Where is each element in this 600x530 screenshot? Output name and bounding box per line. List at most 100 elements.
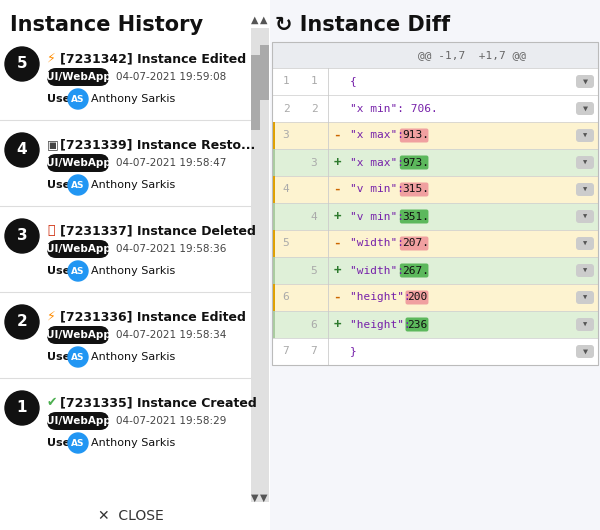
Circle shape [5, 47, 39, 81]
Text: 🗑: 🗑 [47, 224, 55, 237]
FancyBboxPatch shape [576, 345, 594, 358]
Text: 4: 4 [283, 184, 289, 195]
Text: 207.: 207. [402, 238, 429, 249]
FancyBboxPatch shape [260, 45, 269, 100]
Text: "v min":: "v min": [350, 211, 411, 222]
Text: 04-07-2021 19:58:36: 04-07-2021 19:58:36 [116, 244, 226, 254]
Text: 1: 1 [311, 76, 317, 86]
FancyBboxPatch shape [272, 122, 598, 149]
Text: ▼: ▼ [583, 214, 587, 219]
FancyBboxPatch shape [272, 311, 598, 338]
FancyBboxPatch shape [272, 257, 275, 284]
Text: 7: 7 [311, 347, 317, 357]
Text: Anthony Sarkis: Anthony Sarkis [91, 352, 175, 362]
FancyBboxPatch shape [272, 257, 598, 284]
Text: ▼: ▼ [583, 77, 587, 86]
Circle shape [5, 219, 39, 253]
FancyBboxPatch shape [576, 156, 594, 169]
Text: Anthony Sarkis: Anthony Sarkis [91, 180, 175, 190]
Text: "v min":: "v min": [350, 184, 411, 195]
Text: 267.: 267. [402, 266, 429, 276]
FancyBboxPatch shape [576, 75, 594, 88]
Circle shape [5, 391, 39, 425]
Text: {: { [350, 76, 357, 86]
Text: 4: 4 [17, 143, 28, 157]
Text: [7231336] Instance Edited: [7231336] Instance Edited [60, 310, 246, 323]
Text: ⚡: ⚡ [47, 310, 56, 323]
FancyBboxPatch shape [272, 149, 598, 176]
Text: [7231342] Instance Edited: [7231342] Instance Edited [60, 52, 246, 65]
FancyBboxPatch shape [272, 68, 598, 95]
Text: User:: User: [47, 94, 80, 104]
Text: ⚡: ⚡ [47, 52, 56, 65]
FancyBboxPatch shape [272, 95, 598, 122]
Text: -: - [333, 129, 341, 142]
Text: AS: AS [71, 94, 85, 103]
Circle shape [5, 305, 39, 339]
Text: -: - [333, 237, 341, 250]
Text: 04-07-2021 19:58:47: 04-07-2021 19:58:47 [116, 158, 226, 168]
Text: 351.: 351. [402, 211, 429, 222]
Text: 1: 1 [283, 76, 289, 86]
Text: UI/WebApp: UI/WebApp [46, 72, 110, 82]
Circle shape [68, 261, 88, 281]
Text: AS: AS [71, 352, 85, 361]
Text: "x max":: "x max": [350, 157, 411, 167]
FancyBboxPatch shape [272, 338, 598, 365]
FancyBboxPatch shape [260, 28, 269, 502]
Text: Instance History: Instance History [10, 15, 203, 35]
Circle shape [68, 89, 88, 109]
Text: UI/WebApp: UI/WebApp [46, 158, 110, 168]
Text: "height":: "height": [350, 293, 418, 303]
Text: 5: 5 [311, 266, 317, 276]
Text: 2: 2 [283, 103, 289, 113]
Text: 1: 1 [17, 401, 27, 416]
Text: ▼: ▼ [583, 268, 587, 273]
Text: 6: 6 [283, 293, 289, 303]
Text: 3: 3 [283, 130, 289, 140]
FancyBboxPatch shape [47, 68, 109, 86]
Text: [7231335] Instance Created: [7231335] Instance Created [60, 396, 257, 409]
Text: ✕  CLOSE: ✕ CLOSE [98, 509, 164, 523]
Text: +: + [333, 210, 341, 223]
Text: AS: AS [71, 181, 85, 190]
Text: 236: 236 [407, 320, 428, 330]
Text: ▼: ▼ [583, 132, 587, 138]
FancyBboxPatch shape [272, 230, 275, 257]
Text: ▲: ▲ [251, 15, 259, 25]
FancyBboxPatch shape [272, 284, 598, 311]
Text: 315.: 315. [402, 184, 429, 195]
Text: }: } [350, 347, 357, 357]
FancyBboxPatch shape [406, 317, 428, 331]
Text: ▼: ▼ [583, 241, 587, 246]
Text: [7231337] Instance Deleted: [7231337] Instance Deleted [60, 224, 256, 237]
Text: 04-07-2021 19:59:08: 04-07-2021 19:59:08 [116, 72, 226, 82]
FancyBboxPatch shape [576, 129, 594, 142]
FancyBboxPatch shape [400, 128, 428, 143]
Text: Anthony Sarkis: Anthony Sarkis [91, 266, 175, 276]
Text: ▼: ▼ [583, 104, 587, 113]
FancyBboxPatch shape [400, 155, 428, 170]
Text: 913.: 913. [402, 130, 429, 140]
Text: 973.: 973. [402, 157, 429, 167]
Text: UI/WebApp: UI/WebApp [46, 244, 110, 254]
Text: -: - [333, 183, 341, 196]
Text: +: + [333, 264, 341, 277]
FancyBboxPatch shape [47, 326, 109, 344]
FancyBboxPatch shape [272, 284, 275, 311]
Text: 04-07-2021 19:58:34: 04-07-2021 19:58:34 [116, 330, 226, 340]
Text: ▼: ▼ [260, 493, 268, 503]
Text: ↻ Instance Diff: ↻ Instance Diff [275, 15, 450, 35]
Text: "width":: "width": [350, 238, 411, 249]
FancyBboxPatch shape [272, 149, 275, 176]
Text: UI/WebApp: UI/WebApp [46, 330, 110, 340]
FancyBboxPatch shape [400, 263, 428, 278]
Text: 6: 6 [311, 320, 317, 330]
FancyBboxPatch shape [270, 0, 600, 530]
FancyBboxPatch shape [576, 318, 594, 331]
Text: 7: 7 [283, 347, 289, 357]
Text: 2: 2 [17, 314, 28, 330]
FancyBboxPatch shape [272, 122, 275, 149]
Text: UI/WebApp: UI/WebApp [46, 416, 110, 426]
FancyBboxPatch shape [576, 210, 594, 223]
